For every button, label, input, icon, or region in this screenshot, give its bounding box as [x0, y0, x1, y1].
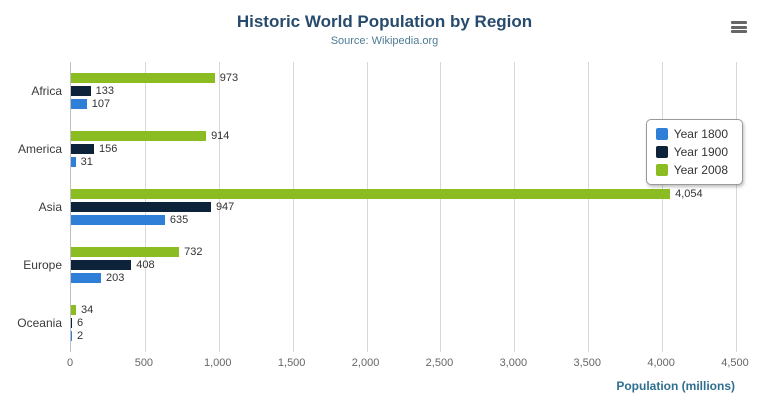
bar-value-label: 635	[169, 214, 189, 226]
legend-marker-icon	[655, 164, 668, 176]
legend-label: Year 1900	[673, 145, 728, 159]
bar-track: 973	[71, 72, 736, 84]
bar-year-1800-america[interactable]: 31	[71, 156, 93, 168]
gridline	[292, 62, 294, 352]
bar-track: 4,054	[71, 188, 736, 200]
bar-track: 34	[71, 304, 736, 316]
x-axis-tick-label: 2,000	[351, 357, 380, 369]
x-axis-tick-label: 2,500	[425, 357, 454, 369]
plot-area: Africa 973 133 107 America 914 156 31 Asia 4,054 9…	[17, 62, 737, 352]
legend-label: Year 2008	[673, 163, 728, 177]
category-label: America	[17, 142, 62, 156]
bar-year-2008-africa[interactable]: 973	[71, 72, 238, 84]
gridline	[440, 62, 442, 352]
x-axis-tick-label: 3,500	[573, 357, 601, 369]
x-axis-tick-label: 4,000	[647, 357, 675, 369]
bar-year-2008-oceania[interactable]: 34	[71, 304, 93, 316]
gridline	[662, 62, 664, 352]
bar-track: 914	[71, 130, 736, 142]
gridline	[588, 62, 590, 352]
legend-marker-icon	[655, 128, 668, 140]
bar-year-1800-oceania[interactable]: 2	[71, 330, 83, 342]
bar-track: 156	[71, 143, 736, 155]
category-row: Oceania 34 6 2	[17, 294, 736, 352]
bar-track: 732	[71, 246, 736, 258]
legend-marker-icon	[655, 146, 668, 158]
legend-item-year-1800[interactable]: Year 1800	[655, 127, 728, 141]
bar-track: 133	[71, 85, 736, 97]
chart-subtitle: Source: Wikipedia.org	[330, 35, 439, 47]
bar-value-label: 34	[81, 304, 94, 316]
bar-track: 947	[71, 201, 736, 213]
hamburger-bar	[731, 25, 747, 29]
category-label: Asia	[38, 200, 62, 214]
bar-track: 107	[71, 98, 736, 110]
gridline	[514, 62, 516, 352]
legend-items: Year 1800 Year 1900 Year 2008	[655, 127, 728, 177]
category-label: Europe	[23, 258, 62, 272]
bar-year-2008-europe[interactable]: 732	[71, 246, 203, 258]
bar-track: 31	[71, 156, 736, 168]
bar-value-label: 31	[80, 156, 93, 168]
chart-title: Historic World Population by Region	[236, 12, 533, 31]
category-row: Europe 732 408 203	[23, 236, 736, 294]
bar-track: 408	[71, 259, 736, 271]
bar-value-label: 107	[91, 98, 111, 110]
bar-track: 2	[71, 330, 736, 342]
x-axis-tick-label: 4,500	[721, 357, 749, 369]
x-axis-title: Population (millions)	[616, 379, 735, 393]
bar-year-1800-europe[interactable]: 203	[71, 272, 124, 284]
legend: Year 1800 Year 1900 Year 2008	[645, 119, 743, 185]
bar-value-label: 203	[105, 272, 125, 284]
bar-year-1900-africa[interactable]: 133	[71, 85, 114, 97]
bar-value-label: 732	[184, 246, 203, 258]
bar-year-1800-africa[interactable]: 107	[71, 98, 110, 110]
bar-value-label: 156	[99, 143, 118, 155]
legend-label: Year 1800	[673, 127, 728, 141]
bar-track: 6	[71, 317, 736, 329]
bar-value-label: 914	[211, 130, 230, 142]
hamburger-bar	[731, 30, 747, 33]
gridline	[736, 62, 737, 352]
bar-value-label: 6	[77, 317, 84, 329]
x-axis-tick-label: 1,500	[277, 357, 306, 369]
bar-year-1900-oceania[interactable]: 6	[71, 317, 83, 329]
bar-value-label: 4,054	[675, 188, 703, 200]
bar-track: 635	[71, 214, 736, 226]
category-label: Africa	[31, 84, 62, 98]
category-label: Oceania	[17, 316, 62, 330]
bar-year-2008-america[interactable]: 914	[71, 130, 229, 142]
bar-value-label: 133	[95, 85, 114, 97]
bar-year-1900-europe[interactable]: 408	[71, 259, 155, 271]
category-row: Asia 4,054 947 635	[39, 178, 736, 236]
bar-year-1900-america[interactable]: 156	[71, 143, 117, 155]
bar-value-label: 2	[77, 330, 84, 342]
category-row: America 914 156 31	[18, 120, 736, 178]
hamburger-bar	[731, 21, 747, 24]
bar-year-2008-asia[interactable]: 4,054	[71, 188, 703, 200]
rows: Africa 973 133 107 America 914 156 31 Asia 4,054 9…	[17, 62, 736, 352]
bar-track: 203	[71, 272, 736, 284]
x-axis-tick-label: 1,000	[204, 357, 232, 369]
x-axis-tick-label: 500	[134, 357, 154, 369]
x-axis-tick-label: 0	[66, 357, 74, 369]
x-axis-labels: 0 500 1,000 1,500 2,000 2,500 3,000 3,500 4,000 4…	[66, 357, 749, 371]
bar-year-1800-asia[interactable]: 635	[71, 214, 188, 226]
hamburger-menu-icon[interactable]	[731, 21, 747, 33]
legend-item-year-1900[interactable]: Year 1900	[655, 145, 728, 159]
bar-year-1900-asia[interactable]: 947	[71, 201, 234, 213]
category-row: Africa 973 133 107	[31, 62, 736, 120]
bar-value-label: 947	[215, 201, 235, 213]
gridline	[366, 62, 368, 352]
legend-item-year-2008[interactable]: Year 2008	[655, 163, 728, 177]
x-axis-tick-label: 3,000	[499, 357, 528, 369]
bar-value-label: 973	[219, 72, 239, 84]
bar-value-label: 408	[136, 259, 155, 271]
gridline	[218, 62, 220, 352]
